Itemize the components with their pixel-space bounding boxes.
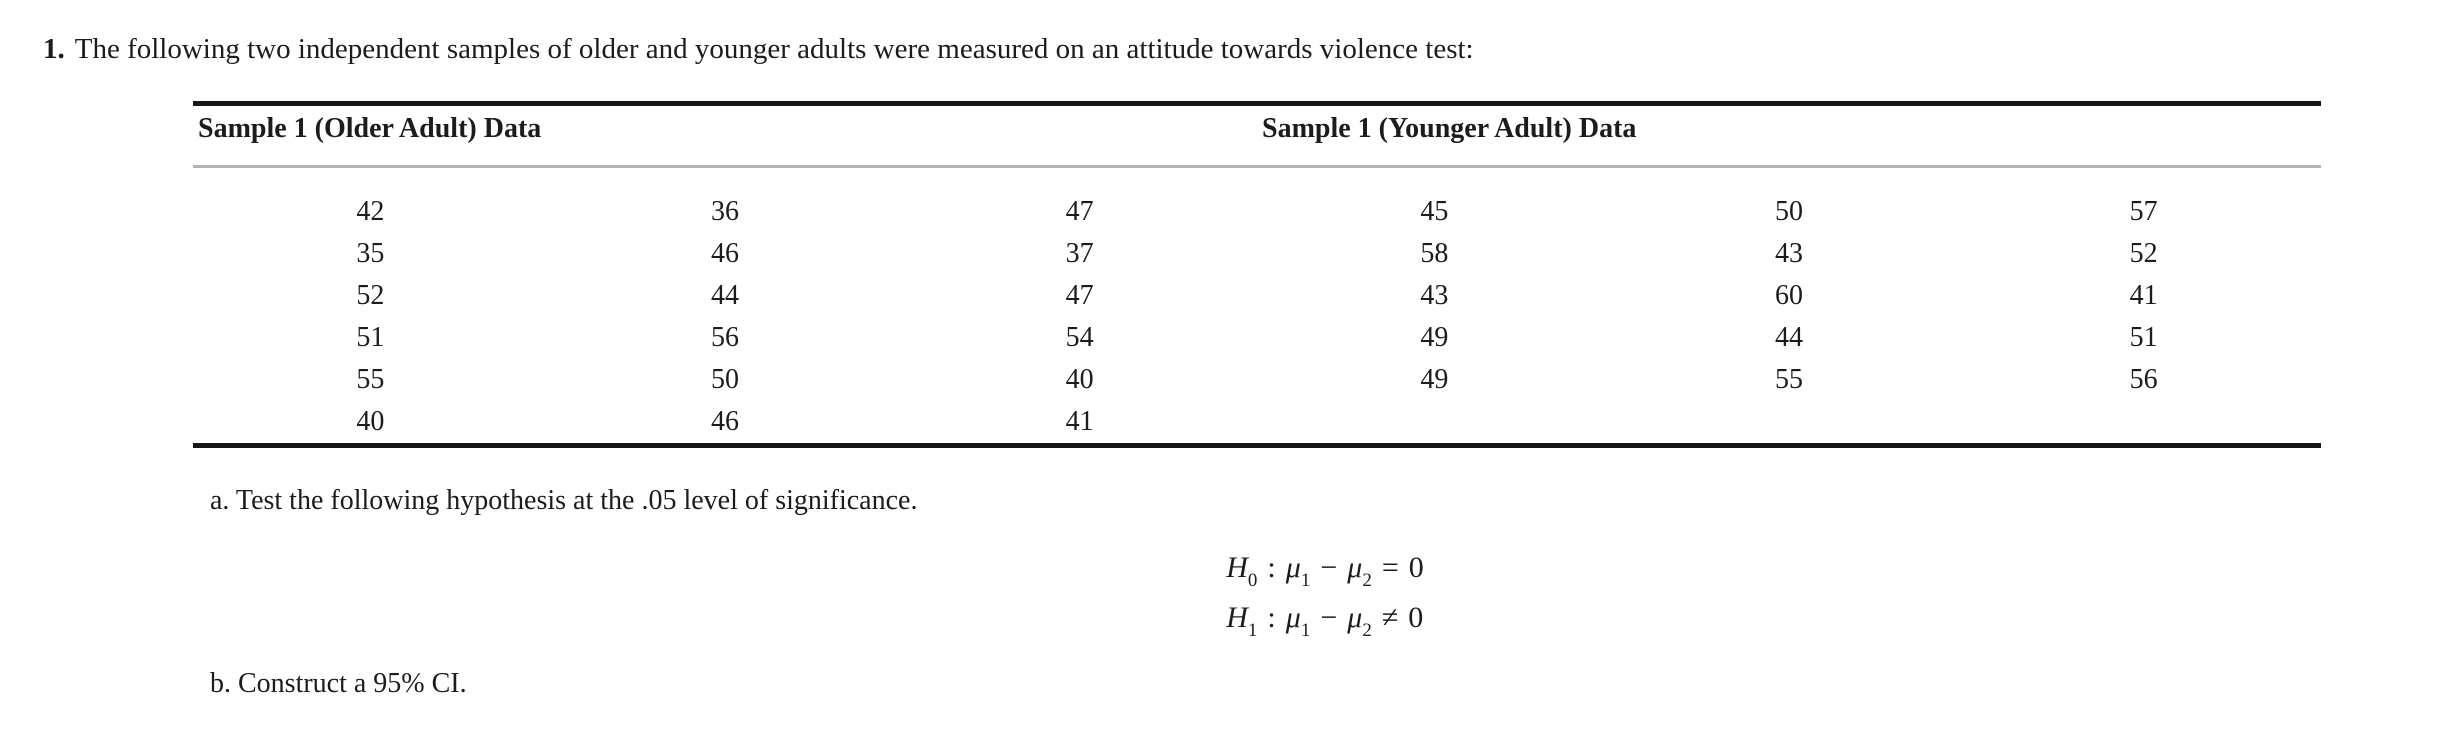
table-cell: 56 bbox=[710, 322, 739, 353]
mu1-symbol: μ bbox=[1285, 601, 1301, 634]
mu2-subscript: 2 bbox=[1362, 620, 1372, 641]
table-cell: 45 bbox=[1420, 196, 1449, 227]
table-cell: 46 bbox=[710, 406, 739, 437]
table-cell: 44 bbox=[1774, 322, 1803, 353]
table-header-rule bbox=[193, 165, 2321, 168]
table-cell: 60 bbox=[1774, 280, 1803, 311]
mu1-subscript: 1 bbox=[1300, 570, 1311, 591]
h-subscript: 1 bbox=[1247, 620, 1258, 641]
table-header-older: Sample 1 (Older Adult) Data bbox=[198, 113, 542, 144]
h-symbol: H bbox=[1226, 601, 1248, 634]
colon: : bbox=[1267, 601, 1276, 634]
question-a: a. Test the following hypothesis at the … bbox=[210, 485, 918, 516]
table-header-younger: Sample 1 (Younger Adult) Data bbox=[1262, 113, 1637, 144]
table-cell: 52 bbox=[356, 280, 385, 311]
table-cell: 52 bbox=[2129, 238, 2158, 269]
minus-operator: − bbox=[1320, 551, 1338, 584]
table-cell: 51 bbox=[356, 322, 385, 353]
table-cell: 56 bbox=[2129, 364, 2158, 395]
table-cell: 35 bbox=[356, 238, 385, 269]
table-cell: 55 bbox=[1774, 364, 1803, 395]
question-b: b. Construct a 95% CI. bbox=[210, 668, 467, 699]
table-cell: 55 bbox=[356, 364, 385, 395]
mu2-symbol: μ bbox=[1347, 601, 1363, 634]
table-cell: 50 bbox=[1774, 196, 1803, 227]
hypothesis-h0: H0: μ1− μ2 = 0 bbox=[1226, 543, 1423, 593]
table-cell: 36 bbox=[710, 196, 739, 227]
table-cell: 58 bbox=[1420, 238, 1449, 269]
table-cell: 51 bbox=[2129, 322, 2158, 353]
table-cell: 57 bbox=[2129, 196, 2158, 227]
problem-title: 1. The following two independent samples … bbox=[43, 31, 1474, 67]
table-cell: 54 bbox=[1065, 322, 1094, 353]
table-cell: 41 bbox=[1065, 406, 1094, 437]
not-equals-operator: ≠ bbox=[1381, 601, 1399, 634]
table-cell: 41 bbox=[2129, 280, 2158, 311]
table-cell: 47 bbox=[1065, 280, 1094, 311]
table-cell: 46 bbox=[710, 238, 739, 269]
minus-operator: − bbox=[1320, 601, 1338, 634]
table-cell: 44 bbox=[710, 280, 739, 311]
table-cell: 49 bbox=[1420, 322, 1449, 353]
table-cell: 50 bbox=[710, 364, 739, 395]
mu2-symbol: μ bbox=[1347, 551, 1363, 584]
table-cell: 40 bbox=[356, 406, 385, 437]
hypothesis-h1: H1: μ1− μ2 ≠ 0 bbox=[1226, 593, 1423, 643]
hypothesis-block: H0: μ1− μ2 = 0 H1: μ1− μ2 ≠ 0 bbox=[1226, 543, 1423, 643]
h-subscript: 0 bbox=[1247, 570, 1258, 591]
problem-number: 1. bbox=[43, 33, 65, 65]
table-cell: 43 bbox=[1420, 280, 1449, 311]
table-cell bbox=[1966, 401, 2321, 443]
problem-title-text: The following two independent samples of… bbox=[74, 33, 1474, 65]
table-header-row: Sample 1 (Older Adult) Data Sample 1 (Yo… bbox=[193, 106, 2321, 165]
table-cell: 37 bbox=[1065, 238, 1094, 269]
table-cell: 47 bbox=[1065, 196, 1094, 227]
table-cell: 49 bbox=[1420, 364, 1449, 395]
table-cell bbox=[1257, 401, 1612, 443]
colon: : bbox=[1267, 551, 1276, 584]
table-cell bbox=[1612, 401, 1967, 443]
table-cell: 43 bbox=[1774, 238, 1803, 269]
mu1-symbol: μ bbox=[1285, 551, 1301, 584]
rhs-value: 0 bbox=[1408, 601, 1424, 634]
mu1-subscript: 1 bbox=[1300, 620, 1311, 641]
data-table: Sample 1 (Older Adult) Data Sample 1 (Yo… bbox=[193, 101, 2321, 448]
table-body: 42 36 47 45 50 57 35 46 37 58 43 52 52 4… bbox=[193, 168, 2321, 443]
table-cell: 42 bbox=[356, 196, 385, 227]
equals-operator: = bbox=[1381, 551, 1399, 584]
table-cell: 40 bbox=[1065, 364, 1094, 395]
rhs-value: 0 bbox=[1408, 551, 1424, 584]
mu2-subscript: 2 bbox=[1362, 570, 1372, 591]
h-symbol: H bbox=[1226, 551, 1248, 584]
